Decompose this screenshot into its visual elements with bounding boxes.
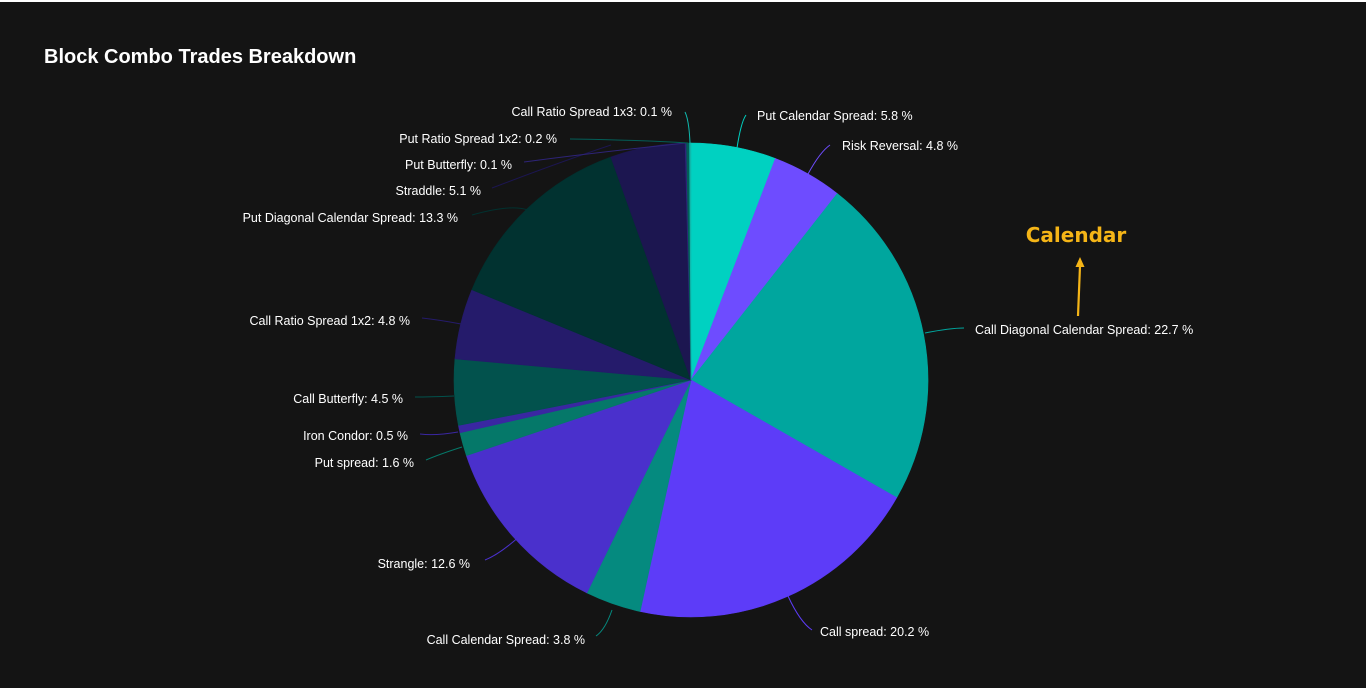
- pie-slice-strangle[interactable]: [466, 379, 692, 594]
- pie-slice-call-spread[interactable]: [639, 379, 898, 618]
- slice-label-call-diagonal-calendar-spread: Call Diagonal Calendar Spread: 22.7 %: [975, 323, 1193, 337]
- leader-line-put-calendar-spread: [736, 114, 747, 149]
- slice-label-put-diagonal-calendar-spread: Put Diagonal Calendar Spread: 13.3 %: [243, 211, 458, 225]
- leader-line-risk-reversal: [807, 144, 831, 175]
- leader-line-put-ratio-spread-1x2: [569, 138, 689, 144]
- slice-label-put-butterfly: Put Butterfly: 0.1 %: [405, 158, 512, 172]
- leader-line-iron-condor: [419, 431, 459, 436]
- annotation-text: Calendar: [1026, 223, 1127, 247]
- slice-labels: Put Calendar Spread: 5.8 % Risk Reversal:…: [243, 105, 1194, 647]
- leader-line-call-ratio-spread-1x3: [684, 111, 691, 144]
- leader-line-put-butterfly: [523, 142, 687, 163]
- slice-label-call-ratio-spread-1x2: Call Ratio Spread 1x2: 4.8 %: [249, 314, 410, 328]
- pie-slice-put-diagonal-calendar-spread[interactable]: [471, 156, 692, 381]
- leader-line-put-spread: [425, 446, 463, 461]
- slice-label-iron-condor: Iron Condor: 0.5 %: [303, 429, 408, 443]
- pie-slices: [453, 142, 929, 618]
- leader-line-call-spread: [787, 595, 813, 631]
- slice-label-put-spread: Put spread: 1.6 %: [315, 456, 414, 470]
- leader-line-call-ratio-spread-1x2: [421, 317, 462, 325]
- slice-label-call-calendar-spread: Call Calendar Spread: 3.8 %: [427, 633, 585, 647]
- annotation-arrow: [1076, 265, 1082, 317]
- leader-line-put-diagonal-calendar-spread: [471, 207, 529, 216]
- leader-line-call-calendar-spread: [595, 609, 613, 637]
- slice-label-call-spread: Call spread: 20.2 %: [820, 625, 929, 639]
- slice-label-call-ratio-spread-1x3: Call Ratio Spread 1x3: 0.1 %: [511, 105, 672, 119]
- leader-line-straddle: [491, 144, 612, 189]
- calendar-annotation: Calendar: [1026, 223, 1127, 317]
- leader-line-call-butterfly: [414, 395, 455, 398]
- annotation-arrowhead: [1075, 257, 1085, 267]
- leader-line-strangle: [484, 534, 522, 561]
- slice-label-risk-reversal: Risk Reversal: 4.8 %: [842, 139, 958, 153]
- pie-slice-call-diagonal-calendar-spread[interactable]: [690, 193, 929, 499]
- slice-label-put-ratio-spread-1x2: Put Ratio Spread 1x2: 0.2 %: [399, 132, 557, 146]
- chart-title: Block Combo Trades Breakdown: [44, 46, 357, 68]
- leader-line-call-diagonal-calendar-spread: [924, 327, 965, 334]
- slice-label-put-calendar-spread: Put Calendar Spread: 5.8 %: [757, 109, 913, 123]
- slice-label-call-butterfly: Call Butterfly: 4.5 %: [293, 392, 403, 406]
- slice-label-strangle: Strangle: 12.6 %: [378, 557, 470, 571]
- label-leader-lines: [414, 111, 965, 637]
- slice-label-straddle: Straddle: 5.1 %: [396, 184, 481, 198]
